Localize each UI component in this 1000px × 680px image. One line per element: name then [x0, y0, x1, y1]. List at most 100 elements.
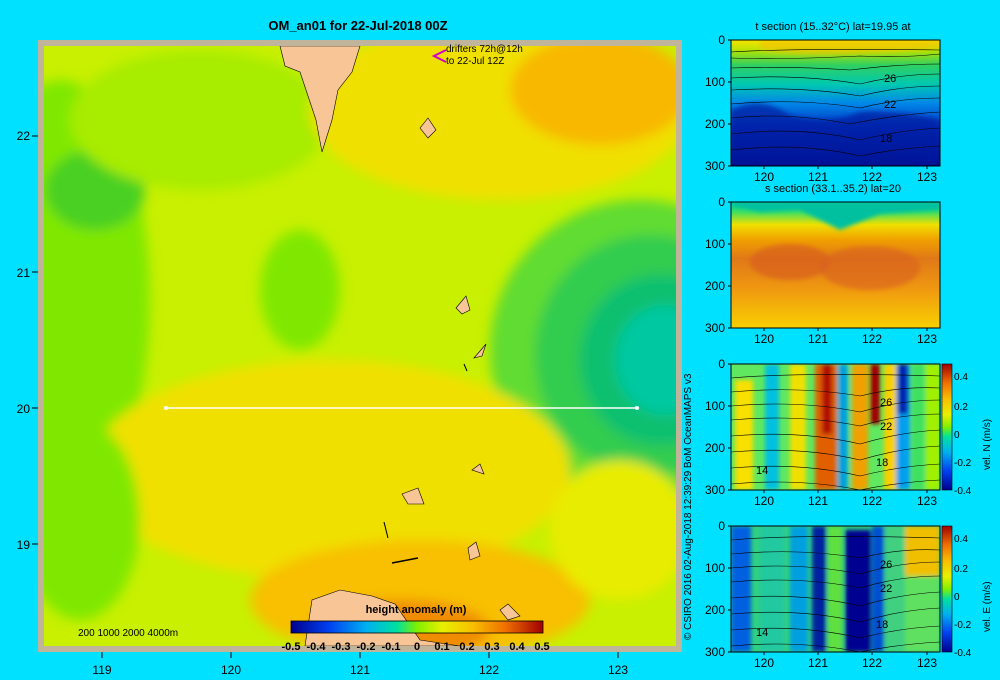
islet-land [473, 343, 487, 359]
colorbar-tick: -0.2 [954, 620, 972, 631]
islet-land [471, 463, 485, 475]
section-y-tick-label: 200 [705, 441, 725, 455]
section-y-tick-label: 300 [705, 483, 725, 497]
vel-e-panel: 26 22 18 14 0.4 0.2 0 -0.2 -0.4 vel. E (… [730, 525, 993, 659]
colorbar-label: vel. N (m/s) [982, 419, 993, 470]
contour-label: 18 [880, 133, 892, 145]
colorbar-tick: -0.1 [382, 641, 401, 653]
credit-text: © CSIRO 2016 02-Aug-2018 12:39:29 BoM Oc… [683, 373, 694, 640]
section-x-tick-label: 121 [808, 170, 828, 184]
section-x-tick-label: 122 [862, 494, 882, 508]
height-anomaly-field [44, 46, 676, 646]
section-y-tick-label: 0 [718, 357, 725, 371]
height-colorbar: height anomaly (m) -0.5 -0.4 -0.3 -0.2 -… [282, 604, 550, 653]
islet-land [455, 295, 471, 315]
contour-label: 14 [756, 627, 768, 639]
section-y-tick-label: 100 [705, 237, 725, 251]
vel-n-panel: 26 22 18 14 0.4 0.2 0 -0.2 -0.4 vel. N (… [730, 363, 993, 497]
section-y-tick-label: 0 [718, 519, 725, 533]
section-y-tick-label: 100 [705, 561, 725, 575]
vel-n-colorbar [941, 363, 953, 491]
colorbar-tick: 0.4 [509, 641, 525, 653]
depth-legend: 200 1000 2000 4000m [78, 628, 178, 639]
colorbar-tick: 0.2 [954, 564, 968, 575]
x-tick-label: 119 [92, 663, 111, 677]
section-y-tick-label: 0 [718, 33, 725, 47]
section-x-tick-label: 120 [754, 332, 774, 346]
contour-label: 18 [876, 457, 888, 469]
colorbar-tick: 0.4 [954, 372, 968, 383]
colorbar-tick: 0.3 [484, 641, 499, 653]
section-x-tick-label: 123 [917, 332, 937, 346]
section-y-tick-label: 200 [705, 603, 725, 617]
section-y-tick-label: 100 [705, 75, 725, 89]
section-x-tick-label: 122 [862, 656, 882, 670]
section-x-tick-label: 120 [754, 656, 774, 670]
colorbar-tick: 0.2 [954, 402, 968, 413]
section-x-tick-label: 123 [917, 656, 937, 670]
section-x-tick-label: 120 [754, 494, 774, 508]
taiwan-land [279, 46, 361, 153]
panel-title: t section (15..32°C) lat=19.95 at [755, 21, 910, 33]
colorbar-tick: 0.1 [434, 641, 449, 653]
y-tick-label: 21 [17, 266, 31, 280]
colorbar-tick: -0.4 [954, 486, 972, 497]
colorbar-tick: -0.2 [954, 458, 972, 469]
contour-label: 26 [880, 397, 892, 409]
colorbar-tick: 0.5 [534, 641, 549, 653]
section-x-tick-label: 122 [862, 332, 882, 346]
main-map: drifters 72h@12h to 22-Jul 12Z 200 1000 … [17, 40, 682, 677]
section-x-tick-label: 121 [808, 494, 828, 508]
section-x-tick-label: 120 [754, 170, 774, 184]
section-y-tick-label: 0 [718, 195, 725, 209]
transect-end-marker [635, 406, 639, 410]
section-y-tick-label: 100 [705, 399, 725, 413]
islet-land [419, 117, 437, 139]
s-section-panel: s section (33.1..35.2) lat=20 [730, 183, 941, 329]
colorbar-tick: -0.2 [357, 641, 376, 653]
contour-label: 14 [756, 465, 768, 477]
contour-label: 26 [880, 559, 892, 571]
contour-label: 22 [884, 99, 896, 111]
y-tick-label: 22 [17, 129, 31, 143]
colorbar-tick: -0.3 [332, 641, 351, 653]
contour-label: 22 [880, 421, 892, 433]
drifters-label: to 22-Jul 12Z [446, 56, 504, 67]
colorbar-tick: -0.4 [307, 641, 327, 653]
y-tick-label: 19 [17, 538, 31, 552]
section-x-tick-label: 122 [862, 170, 882, 184]
islet-land [499, 603, 521, 621]
colorbar-tick: 0.2 [459, 641, 474, 653]
islet-land [467, 541, 481, 561]
x-axis: 119 120 121 122 123 [92, 652, 628, 677]
vel-e-colorbar [941, 525, 953, 653]
colorbar-tick: 0 [954, 430, 960, 441]
x-tick-label: 120 [221, 663, 241, 677]
colorbar-tick: -0.5 [282, 641, 301, 653]
contour-label: 26 [884, 73, 896, 85]
section-y-tick-label: 300 [705, 645, 725, 659]
section-y-tick-label: 300 [705, 159, 725, 173]
colorbar-tick: -0.4 [954, 648, 972, 659]
section-y-tick-label: 200 [705, 279, 725, 293]
islet-land [401, 487, 425, 505]
panel-title: s section (33.1..35.2) lat=20 [765, 183, 901, 195]
section-y-tick-label: 300 [705, 321, 725, 335]
colorbar-tick: 0 [414, 641, 420, 653]
section-axes: 120 121 122 123 0 100 200 300 120 121 122 123 0 100 20… [705, 33, 937, 670]
contour-label: 18 [876, 619, 888, 631]
colorbar-label: vel. E (m/s) [982, 581, 993, 632]
drifter-arrow-icon [431, 49, 447, 63]
y-axis: 22 21 20 19 [17, 129, 38, 552]
colorbar-label: height anomaly (m) [366, 604, 467, 616]
section-x-tick-label: 123 [917, 494, 937, 508]
drifters-label: drifters 72h@12h [446, 44, 523, 55]
x-tick-label: 121 [350, 663, 370, 677]
main-title: OM_an01 for 22-Jul-2018 00Z [268, 18, 447, 33]
x-tick-label: 122 [479, 663, 499, 677]
section-x-tick-label: 121 [808, 332, 828, 346]
y-tick-label: 20 [17, 402, 31, 416]
section-x-tick-label: 121 [808, 656, 828, 670]
section-x-tick-label: 123 [917, 170, 937, 184]
